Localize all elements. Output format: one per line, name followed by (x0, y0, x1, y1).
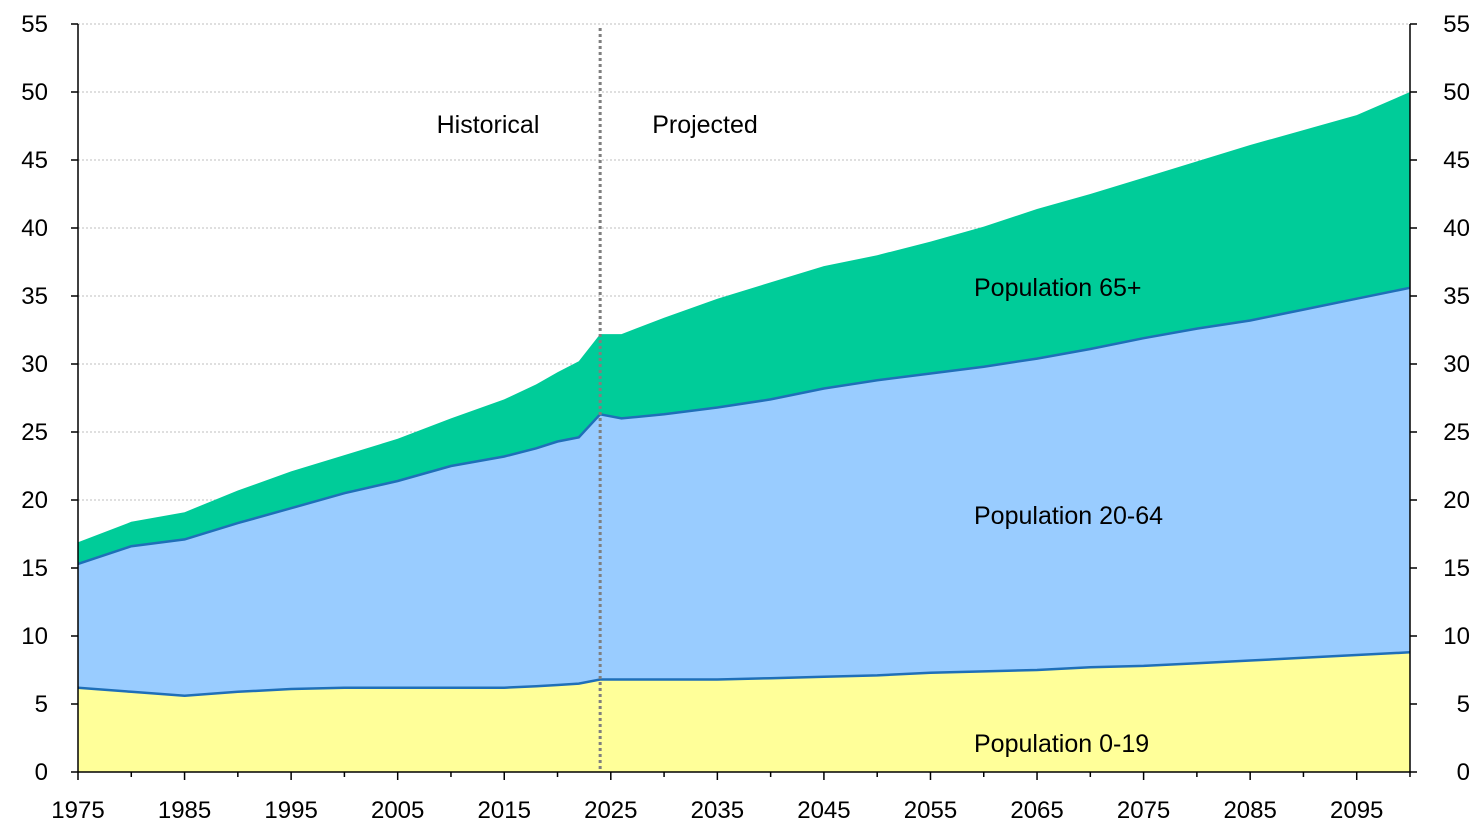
y-tick-label-left-20: 20 (21, 487, 48, 514)
y-tick-label-right-40: 40 (1443, 215, 1470, 242)
population-0-19-label: Population 0-19 (974, 730, 1149, 758)
x-tick-label-2005: 2005 (371, 797, 424, 824)
area-population-0-19 (78, 652, 1410, 772)
y-tick-label-right-45: 45 (1443, 147, 1470, 174)
y-tick-label-right-35: 35 (1443, 283, 1470, 310)
y-tick-label-right-30: 30 (1443, 351, 1470, 378)
boundary-line-0-19 (77, 651, 1411, 698)
y-tick-label-right-50: 50 (1443, 79, 1470, 106)
y-tick-label-left-40: 40 (21, 215, 48, 242)
x-tick-label-2095: 2095 (1330, 797, 1383, 824)
y-tick-label-right-20: 20 (1443, 487, 1470, 514)
boundary-line-20-64 (77, 286, 1411, 566)
x-tick-label-2075: 2075 (1117, 797, 1170, 824)
y-tick-label-left-55: 55 (21, 11, 48, 38)
projected-label: Projected (652, 111, 758, 139)
y-tick-label-right-25: 25 (1443, 419, 1470, 446)
x-tick-label-2045: 2045 (797, 797, 850, 824)
y-tick-label-left-10: 10 (21, 623, 48, 650)
x-tick-label-2065: 2065 (1010, 797, 1063, 824)
population-65-label: Population 65+ (974, 274, 1142, 302)
historical-label: Historical (437, 111, 540, 139)
population-20-64-label: Population 20-64 (974, 502, 1163, 530)
y-tick-label-left-45: 45 (21, 147, 48, 174)
y-tick-label-right-0: 0 (1457, 759, 1470, 786)
y-tick-label-left-25: 25 (21, 419, 48, 446)
x-tick-label-2035: 2035 (691, 797, 744, 824)
x-tick-label-1995: 1995 (264, 797, 317, 824)
x-tick-label-2055: 2055 (904, 797, 957, 824)
y-tick-label-left-0: 0 (35, 759, 48, 786)
y-tick-label-left-15: 15 (21, 555, 48, 582)
area-population-65-plus (78, 92, 1410, 564)
area-population-20-64 (78, 287, 1410, 696)
y-tick-label-right-10: 10 (1443, 623, 1470, 650)
y-tick-label-left-5: 5 (35, 691, 48, 718)
y-tick-label-left-50: 50 (21, 79, 48, 106)
y-tick-label-right-5: 5 (1457, 691, 1470, 718)
x-tick-label-2025: 2025 (584, 797, 637, 824)
y-tick-label-right-15: 15 (1443, 555, 1470, 582)
y-tick-label-left-30: 30 (21, 351, 48, 378)
x-tick-label-1985: 1985 (158, 797, 211, 824)
y-tick-label-right-55: 55 (1443, 11, 1470, 38)
x-tick-label-2085: 2085 (1223, 797, 1276, 824)
x-tick-label-2015: 2015 (478, 797, 531, 824)
x-tick-label-1975: 1975 (51, 797, 104, 824)
y-tick-label-left-35: 35 (21, 283, 48, 310)
stacked-areas (77, 92, 1411, 772)
